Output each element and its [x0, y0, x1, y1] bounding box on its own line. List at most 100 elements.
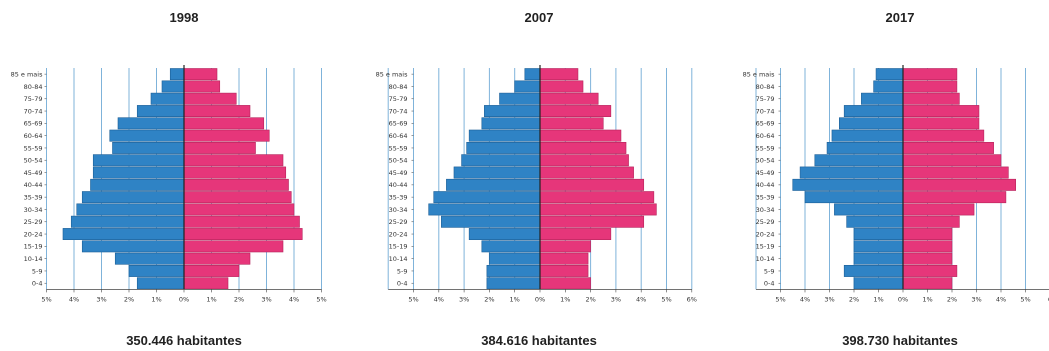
- bar-female-0-4: [902, 277, 953, 290]
- age-tick-label: 10-14: [389, 255, 408, 263]
- bar-male-45-49: [799, 166, 904, 179]
- bar-female-75-79: [539, 92, 599, 105]
- bar-female-65-69: [183, 117, 265, 130]
- bar-male-35-39: [81, 191, 185, 204]
- bar-male-80-84: [161, 80, 185, 93]
- pyramid-title: 2007: [524, 10, 554, 25]
- age-tick-label: 80-84: [24, 83, 43, 91]
- bar-female-10-14: [183, 252, 251, 265]
- bar-male-15-19: [481, 240, 541, 253]
- bar-male-10-14: [489, 252, 541, 265]
- bar-male-45-49: [92, 166, 185, 179]
- age-tick-label: 45-49: [24, 169, 43, 177]
- pyramid-2007: 2007 0-4 5-9 10-14 15-19 20-24 25-29 30-34 35-3…: [376, 0, 697, 351]
- pyramid-1998: 1998 0-4 5-9 10-14 15-19 20-24 25-29 30-34 35-3…: [11, 0, 334, 351]
- bar-male-40-44: [446, 178, 541, 191]
- x-tick-label: 1%: [151, 295, 161, 303]
- x-tick-label: 3%: [971, 295, 981, 303]
- bar-female-85-e-mais: [539, 68, 579, 81]
- bar-male-85-e-mais: [524, 68, 541, 81]
- bar-female-30-34: [539, 203, 657, 216]
- bar-male-50-54: [92, 154, 185, 167]
- x-tick-label: 0%: [179, 295, 189, 303]
- age-tick-label: 70-74: [756, 107, 775, 115]
- bar-male-30-34: [428, 203, 541, 216]
- age-tick-label: 70-74: [24, 107, 43, 115]
- age-tick-label: 30-34: [389, 206, 408, 214]
- x-tick-label: 6: [1048, 295, 1049, 303]
- age-tick-label: 55-59: [389, 144, 408, 152]
- bar-female-80-84: [539, 80, 584, 93]
- x-tick-label: 3%: [261, 295, 271, 303]
- age-tick-label: 50-54: [24, 157, 43, 165]
- age-tick-label: 10-14: [756, 255, 775, 263]
- bar-female-30-34: [902, 203, 975, 216]
- bar-male-85-e-mais: [875, 68, 904, 81]
- bar-male-65-69: [839, 117, 904, 130]
- x-tick-label: 2%: [585, 295, 595, 303]
- bar-female-70-74: [539, 105, 612, 118]
- age-tick-label: 45-49: [389, 169, 408, 177]
- x-tick-label: 4%: [636, 295, 646, 303]
- bar-female-25-29: [902, 215, 960, 228]
- age-tick-label: 10-14: [24, 255, 43, 263]
- bar-male-20-24: [853, 228, 904, 240]
- age-tick-label: 40-44: [389, 181, 408, 189]
- age-tick-label: 50-54: [389, 157, 408, 165]
- bar-male-75-79: [150, 92, 185, 105]
- age-tick-label: 25-29: [756, 218, 775, 226]
- age-tick-label: 0-4: [764, 280, 775, 288]
- age-tick-label: 70-74: [389, 107, 408, 115]
- age-tick-label: 85 e mais: [743, 70, 776, 78]
- bar-female-45-49: [902, 166, 1009, 179]
- bar-female-20-24: [183, 228, 303, 240]
- age-tick-label: 75-79: [389, 95, 408, 103]
- bar-female-85-e-mais: [902, 68, 958, 81]
- x-tick-label: 4%: [800, 295, 810, 303]
- x-tick-label: 2%: [234, 295, 244, 303]
- bar-male-30-34: [76, 203, 185, 216]
- age-tick-label: 0-4: [397, 280, 408, 288]
- bar-male-20-24: [62, 228, 185, 240]
- age-tick-label: 85 e mais: [376, 70, 409, 78]
- bar-female-35-39: [902, 191, 1007, 204]
- bar-male-5-9: [128, 264, 185, 277]
- x-tick-label: 2%: [947, 295, 957, 303]
- bar-male-0-4: [853, 277, 904, 290]
- age-tick-label: 20-24: [24, 230, 43, 238]
- x-tick-label: 5%: [1020, 295, 1030, 303]
- bar-female-80-84: [902, 80, 958, 93]
- pyramid-plot: 0-4 5-9 10-14 15-19 20-24 25-29 30-34 35-39 40-4…: [376, 65, 697, 303]
- age-tick-label: 20-24: [756, 230, 775, 238]
- bar-male-5-9: [843, 264, 904, 277]
- bar-female-55-59: [539, 142, 627, 154]
- x-tick-label: 5%: [408, 295, 418, 303]
- bar-male-50-54: [461, 154, 541, 167]
- age-tick-label: 5-9: [764, 267, 775, 275]
- bar-female-60-64: [539, 129, 622, 142]
- age-tick-label: 15-19: [389, 243, 408, 251]
- bar-female-0-4: [183, 277, 229, 290]
- bar-female-40-44: [183, 178, 289, 191]
- age-tick-label: 80-84: [389, 83, 408, 91]
- x-tick-label: 2%: [849, 295, 859, 303]
- pyramid-title: 1998: [169, 10, 199, 25]
- bar-male-25-29: [846, 215, 904, 228]
- bar-male-65-69: [481, 117, 541, 130]
- age-tick-label: 5-9: [397, 267, 408, 275]
- x-tick-label: 2%: [124, 295, 134, 303]
- bar-male-15-19: [853, 240, 904, 253]
- bar-male-80-84: [514, 80, 541, 93]
- age-tick-label: 55-59: [756, 144, 775, 152]
- bar-male-30-34: [834, 203, 904, 216]
- age-tick-label: 65-69: [389, 120, 408, 128]
- x-tick-label: 5%: [661, 295, 671, 303]
- bar-male-35-39: [433, 191, 541, 204]
- age-tick-label: 35-39: [24, 193, 43, 201]
- bar-male-55-59: [826, 142, 904, 154]
- bar-female-5-9: [183, 264, 240, 277]
- bar-female-15-19: [183, 240, 284, 253]
- x-tick-label: 5%: [316, 295, 326, 303]
- bar-male-55-59: [112, 142, 185, 154]
- bar-female-25-29: [183, 215, 300, 228]
